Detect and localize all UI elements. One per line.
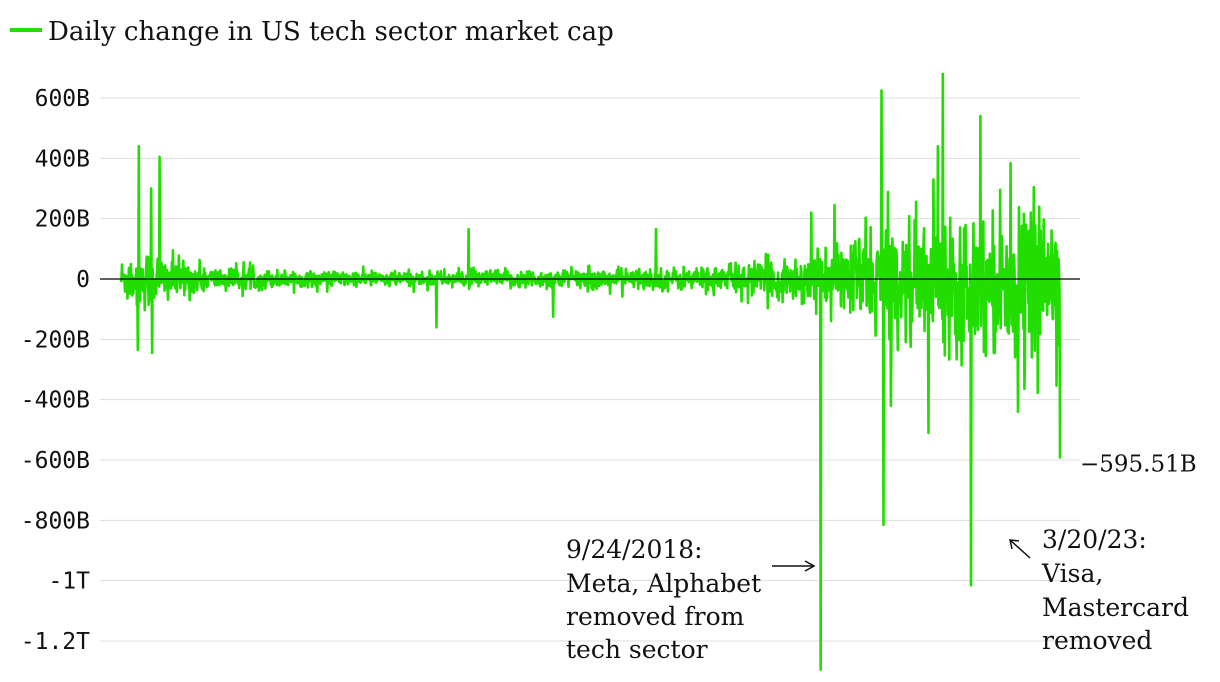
y-tick-label: 600B xyxy=(35,86,90,112)
annotation-2018-arrow xyxy=(772,560,816,572)
y-tick-label: -800B xyxy=(21,508,90,534)
annotation-2018-line: tech sector xyxy=(566,635,708,664)
y-axis-ticks: 600B 400B 200B 0 -200B -400B -600B -800B -1T -1.2… xyxy=(21,86,90,655)
legend-label: Daily change in US tech sector market ca… xyxy=(48,17,614,47)
series-group xyxy=(119,72,1062,671)
annotation-2018-text: 9/24/2018: Meta, Alphabet removed from t… xyxy=(566,535,769,664)
annotation-2018: 9/24/2018: Meta, Alphabet removed from t… xyxy=(566,535,816,664)
annotation-2023: 3/20/23: Visa, Mastercard removed xyxy=(1009,525,1197,655)
annotation-2023-line: removed xyxy=(1042,626,1152,655)
end-value-label: −595.51B xyxy=(1080,452,1197,478)
annotation-2023-line: 3/20/23: xyxy=(1042,525,1147,554)
y-tick-label: 400B xyxy=(35,146,90,172)
y-tick-label: -600B xyxy=(21,448,90,474)
y-tick-label: -1.2T xyxy=(21,629,90,655)
y-tick-label: -1T xyxy=(48,569,90,595)
annotation-2018-line: Meta, Alphabet xyxy=(566,569,761,598)
y-tick-label: -200B xyxy=(21,327,90,353)
annotation-2018-line: removed from xyxy=(566,602,745,631)
y-tick-label: -400B xyxy=(21,388,90,414)
annotation-2023-line: Visa, xyxy=(1041,559,1103,588)
annotation-2023-line: Mastercard xyxy=(1042,593,1189,622)
legend-swatch xyxy=(10,28,42,32)
annotation-2023-arrow xyxy=(1009,539,1031,559)
gridlines xyxy=(100,97,1080,642)
annotation-2018-line: 9/24/2018: xyxy=(566,535,703,564)
annotation-2023-text: 3/20/23: Visa, Mastercard removed xyxy=(1041,525,1197,655)
legend: Daily change in US tech sector market ca… xyxy=(10,17,614,47)
series-line xyxy=(119,72,1062,671)
y-tick-label: 200B xyxy=(35,207,90,233)
y-tick-label: 0 xyxy=(76,267,90,293)
